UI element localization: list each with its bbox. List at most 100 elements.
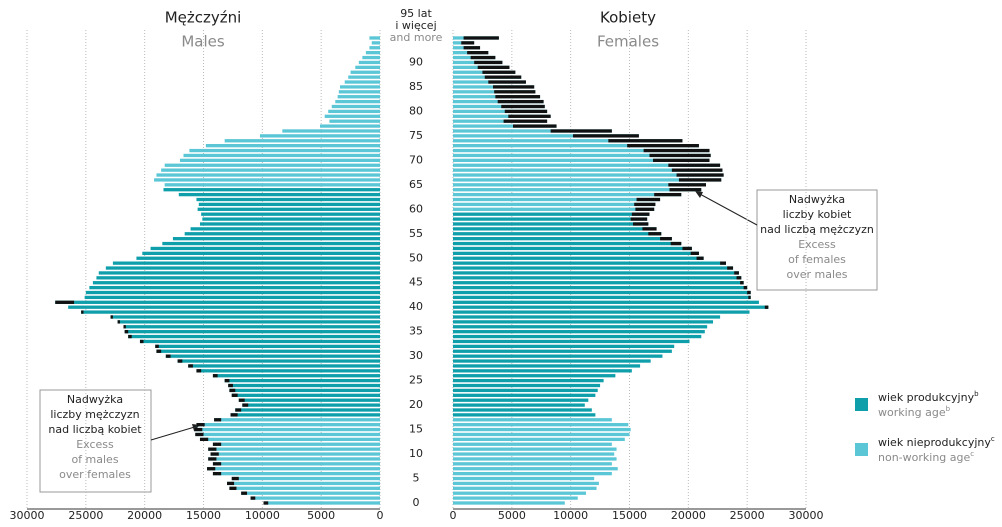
male-bar bbox=[212, 442, 380, 446]
male-bar bbox=[324, 114, 380, 118]
male-bar bbox=[369, 46, 380, 50]
age-label: 55 bbox=[409, 227, 423, 240]
female-excess bbox=[484, 75, 522, 79]
female-excess bbox=[630, 217, 648, 221]
female-bar bbox=[453, 496, 578, 500]
male-excess bbox=[165, 354, 171, 358]
female-bar bbox=[453, 148, 710, 153]
age-label: 70 bbox=[409, 153, 423, 166]
male-excess bbox=[117, 320, 120, 324]
female-excess bbox=[477, 65, 510, 69]
male-bar bbox=[68, 305, 380, 309]
female-bar bbox=[453, 109, 548, 114]
female-bar bbox=[453, 432, 630, 437]
female-bar bbox=[453, 266, 734, 270]
male-bar bbox=[329, 119, 380, 123]
female-bar bbox=[453, 501, 565, 505]
x-tick-label: 20000 bbox=[671, 509, 706, 522]
male-excess bbox=[208, 447, 217, 451]
male-bar bbox=[136, 256, 380, 260]
top-age-label: 95 lat bbox=[400, 7, 432, 20]
male-bar bbox=[164, 183, 380, 187]
female-bar bbox=[453, 423, 629, 427]
male-bar bbox=[154, 178, 380, 182]
female-bar bbox=[453, 168, 723, 172]
male-excess bbox=[139, 339, 144, 344]
male-bar bbox=[328, 109, 380, 114]
female-excess bbox=[463, 46, 481, 50]
female-bar bbox=[453, 276, 742, 280]
male-bar bbox=[150, 246, 380, 251]
male-excess bbox=[156, 349, 162, 353]
female-bar bbox=[453, 271, 739, 275]
male-excess bbox=[231, 476, 239, 481]
female-bar bbox=[453, 442, 612, 446]
age-label: 20 bbox=[409, 398, 423, 411]
female-excess bbox=[764, 305, 769, 309]
legend-label-en: non-working agec bbox=[878, 450, 974, 464]
male-excess bbox=[228, 383, 233, 388]
female-excess bbox=[671, 168, 723, 172]
male-excess bbox=[227, 481, 235, 486]
female-bar bbox=[453, 315, 721, 319]
female-bar bbox=[453, 339, 690, 344]
male-bar bbox=[208, 457, 380, 461]
female-excess bbox=[649, 153, 711, 158]
male-bar bbox=[241, 491, 380, 495]
male-bar bbox=[177, 359, 380, 363]
x-tick-label: 15000 bbox=[186, 509, 221, 522]
female-excess bbox=[635, 207, 655, 211]
female-bar bbox=[453, 114, 551, 118]
female-excess bbox=[550, 129, 612, 133]
female-bar bbox=[453, 281, 744, 285]
plot: 0 0 5000 5000 10000 10000 15000 15000 20000 20000… bbox=[10, 30, 824, 522]
age-label: 60 bbox=[409, 202, 423, 215]
age-label: 85 bbox=[409, 80, 423, 93]
annotation-text: nad liczbą mężczyzn bbox=[760, 223, 874, 236]
male-bar bbox=[230, 413, 380, 417]
female-excess bbox=[504, 109, 548, 114]
male-bar bbox=[235, 408, 380, 412]
male-bar bbox=[110, 315, 380, 319]
male-bar bbox=[156, 349, 380, 353]
female-bar bbox=[453, 129, 612, 133]
female-bar bbox=[453, 408, 592, 412]
top-age-label: i więcej bbox=[395, 19, 436, 32]
female-excess bbox=[748, 295, 751, 300]
male-bar bbox=[85, 290, 380, 295]
male-bar bbox=[190, 227, 380, 231]
male-bar bbox=[350, 70, 380, 74]
female-excess bbox=[461, 41, 475, 45]
legend-swatch bbox=[855, 398, 868, 411]
male-bar bbox=[179, 158, 380, 162]
male-excess bbox=[263, 501, 269, 505]
male-bar bbox=[207, 467, 380, 471]
female-bar bbox=[453, 359, 651, 363]
female-bar bbox=[453, 153, 711, 158]
x-tick-label: 15000 bbox=[612, 509, 647, 522]
male-bar bbox=[212, 374, 380, 378]
female-bar bbox=[453, 437, 625, 442]
female-excess bbox=[676, 173, 724, 177]
male-bar bbox=[344, 80, 380, 84]
x-tick-label: 0 bbox=[450, 509, 457, 522]
female-excess bbox=[633, 222, 649, 226]
female-bar bbox=[453, 192, 682, 197]
female-bar bbox=[453, 295, 751, 300]
male-excess bbox=[195, 432, 204, 437]
female-excess bbox=[627, 144, 699, 148]
male-bar bbox=[202, 217, 380, 221]
male-bar bbox=[224, 139, 380, 143]
male-bar bbox=[238, 398, 380, 402]
male-excess bbox=[196, 423, 205, 427]
age-label: 80 bbox=[409, 104, 423, 117]
male-bar bbox=[208, 447, 380, 451]
age-label: 0 bbox=[413, 496, 420, 509]
x-tick-label: 25000 bbox=[730, 509, 765, 522]
female-excess bbox=[668, 183, 706, 187]
male-bar bbox=[84, 295, 380, 300]
annotation-text-en: over females bbox=[59, 468, 131, 481]
annotation-text: nad liczbą kobiet bbox=[48, 423, 142, 436]
male-bar bbox=[196, 197, 380, 202]
age-label: 40 bbox=[409, 300, 423, 313]
